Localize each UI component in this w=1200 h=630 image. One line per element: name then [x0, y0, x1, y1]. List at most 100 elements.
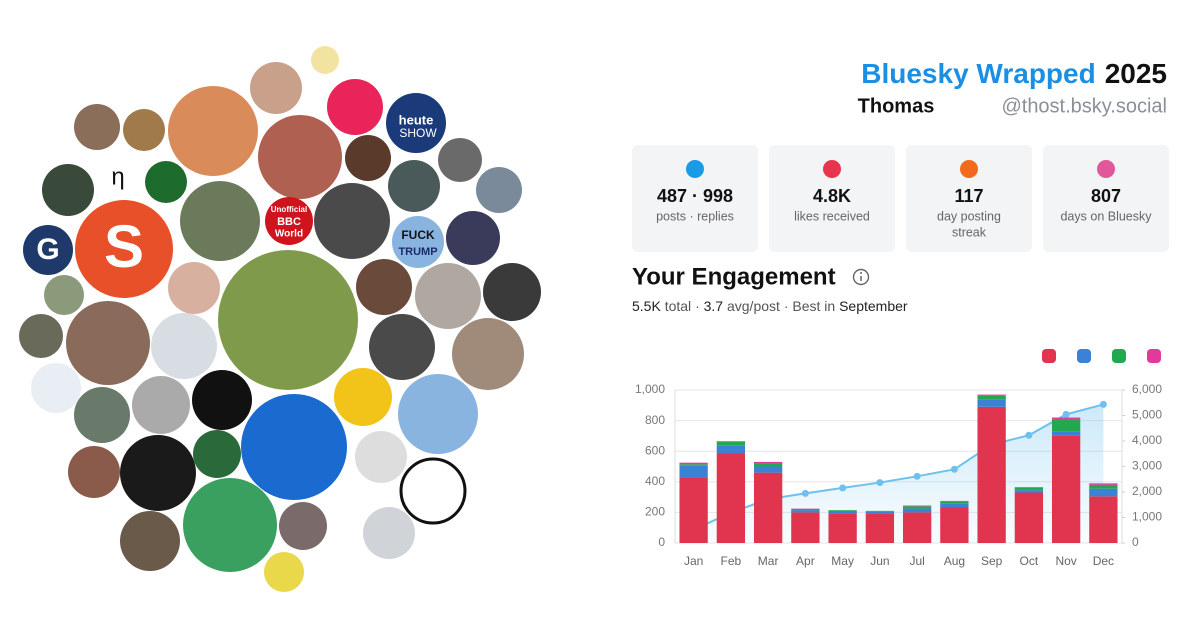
stat-value: 807: [1091, 186, 1121, 206]
bar-segment: [1014, 490, 1044, 493]
bar-segment: [828, 510, 857, 511]
bar-segment: [977, 399, 1006, 407]
avatar: [168, 86, 258, 176]
x-tick-label: Sep: [981, 554, 1003, 568]
avatar: [483, 263, 541, 321]
avatar: [218, 250, 358, 390]
bar-segment: [1089, 488, 1118, 497]
bar-segment: [753, 461, 783, 464]
line-point: [1062, 410, 1070, 418]
avatar: [334, 368, 392, 426]
avg: 3.7: [704, 298, 724, 314]
x-tick-label: Jan: [684, 554, 703, 568]
stat-card: [632, 145, 758, 252]
avatar: [31, 363, 81, 413]
y-tick-label: 1,000: [635, 382, 665, 396]
line-point: [1099, 400, 1107, 408]
line-point: [839, 484, 847, 492]
avatar: [311, 46, 339, 74]
y2-tick-label: 3,000: [1132, 459, 1162, 473]
avatar: [145, 161, 187, 203]
avatar: [250, 62, 302, 114]
stat-label: days on Bluesky: [1060, 209, 1152, 223]
y-tick-label: 200: [645, 505, 665, 519]
avatar: [265, 197, 313, 245]
avatar: [23, 225, 73, 275]
avatar-text: S: [104, 213, 144, 280]
stat-card: [906, 145, 1032, 252]
bar-segment: [1089, 484, 1118, 489]
chart: 0 200 400 600 800 1,000 0 1,000 2,000 3,000 4,000 5…: [635, 382, 1162, 568]
avatar: [123, 109, 165, 151]
avatar: [241, 394, 347, 500]
bar-segment: [902, 512, 932, 543]
avatar-text: heute: [399, 112, 434, 127]
line-point: [913, 472, 921, 480]
bar-segment: [716, 445, 746, 454]
best-label: Best in: [792, 298, 835, 314]
avatar: [168, 262, 220, 314]
avatar: [68, 446, 120, 498]
x-tick-label: Jun: [870, 554, 889, 568]
avatar: [399, 457, 467, 525]
avatar: [398, 374, 478, 454]
bar-segment: [1014, 487, 1044, 488]
legend-icon: [1042, 349, 1056, 363]
bar-segment: [753, 463, 783, 467]
x-tick-label: May: [831, 554, 854, 568]
separator: ·: [784, 298, 789, 314]
avatar: [327, 79, 383, 135]
avatar: [42, 164, 94, 216]
avatar: [193, 430, 241, 478]
avatar: [314, 183, 390, 259]
avatar: [132, 376, 190, 434]
bar-segment: [791, 510, 820, 513]
y-tick-label: 800: [645, 413, 665, 427]
x-tick-label: Nov: [1055, 554, 1076, 568]
avatar: [192, 370, 252, 430]
stat-value: 4.8K: [813, 186, 851, 206]
bar-segment: [902, 506, 932, 509]
stat-label: day posting: [937, 209, 1001, 223]
stat-icon: [1097, 160, 1115, 178]
avatar: [19, 314, 63, 358]
bar-segment: [940, 503, 969, 508]
avatar: [264, 552, 304, 592]
legend-icon: [1112, 349, 1126, 363]
bar-segment: [791, 508, 820, 511]
avatar-text: World: [275, 229, 303, 240]
legend-icon: [1077, 349, 1091, 363]
stat-label: streak: [952, 225, 987, 239]
stat-card: [769, 145, 895, 252]
bar-segment: [679, 477, 708, 543]
x-tick-label: Apr: [796, 554, 815, 568]
y-tick-label: 600: [645, 443, 665, 457]
bar-segment: [977, 395, 1006, 400]
avatar-text: FUCK: [401, 228, 435, 242]
y2-tick-label: 0: [1132, 535, 1139, 549]
avatar-text: BBC: [277, 216, 301, 228]
bar-segment: [679, 462, 708, 465]
bar-segment: [791, 512, 820, 543]
x-tick-label: Dec: [1093, 554, 1114, 568]
y2-tick-label: 1,000: [1132, 510, 1162, 524]
stat-icon: [960, 160, 978, 178]
stat-label: posts · replies: [656, 209, 734, 223]
avatar-text: Unofficial: [271, 205, 307, 214]
engagement-summary: 5.5K total · 3.7 avg/post · Best in Sept…: [632, 298, 908, 314]
x-tick-label: Jul: [909, 554, 924, 568]
bar-segment: [828, 513, 857, 543]
avatar: [279, 502, 327, 550]
y-tick-label: 400: [645, 474, 665, 488]
legend: [1042, 349, 1161, 363]
avatar: [452, 318, 524, 390]
info-icon: [852, 268, 870, 286]
avatar: [183, 478, 277, 572]
best-month: September: [839, 298, 908, 314]
bar-segment: [902, 508, 932, 513]
stat-value: 487 · 998: [657, 186, 733, 206]
bar-segment: [716, 442, 746, 446]
bar-segment: [679, 464, 708, 466]
bar-segment: [940, 501, 969, 504]
